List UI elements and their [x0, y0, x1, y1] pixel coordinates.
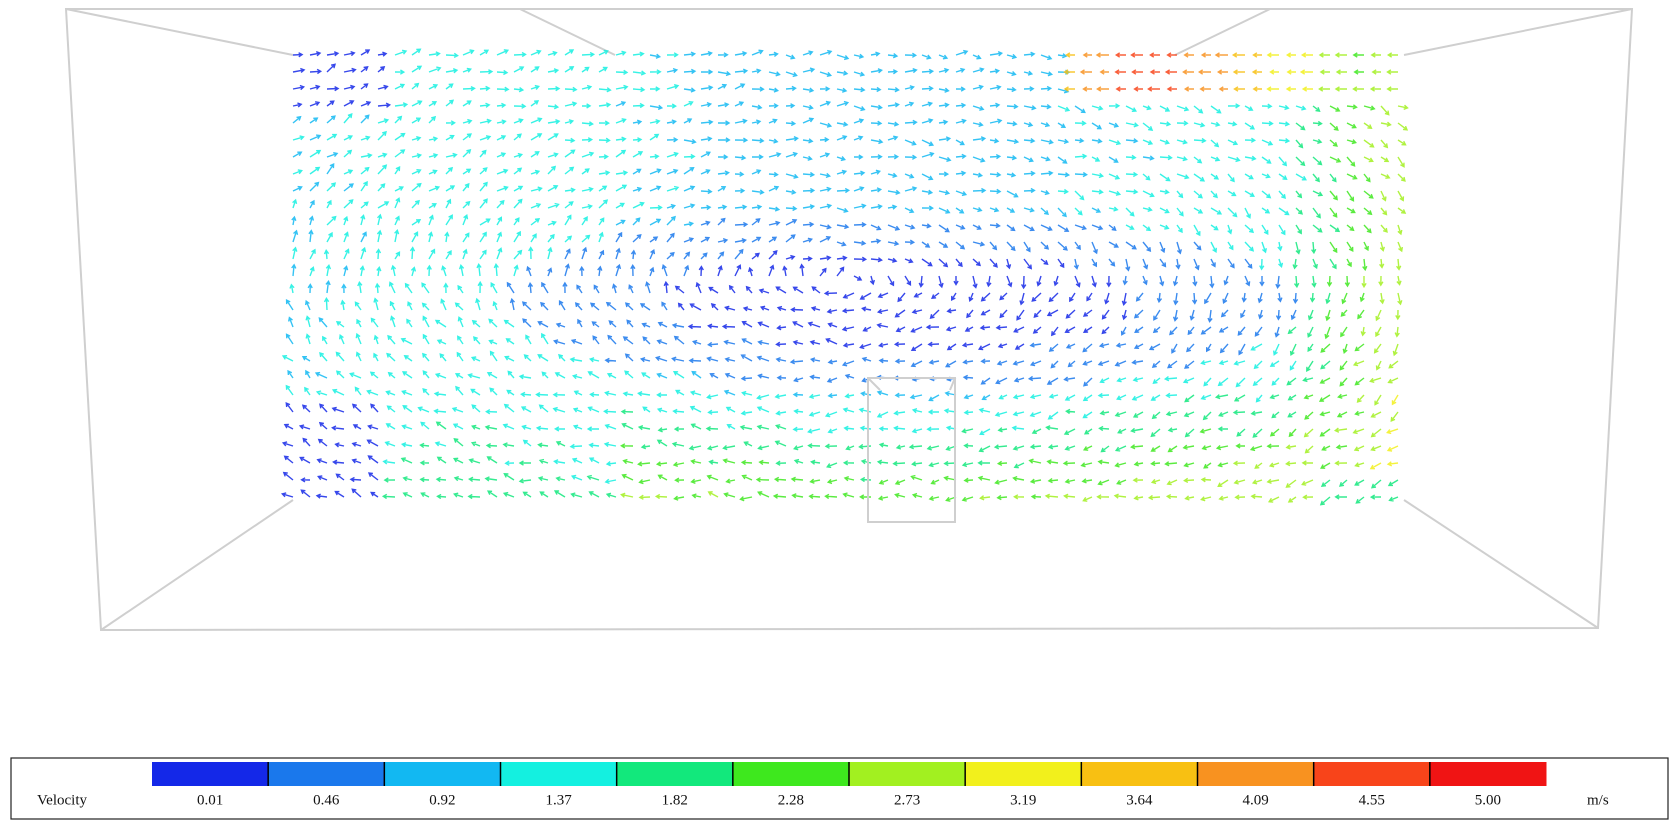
color-swatch [384, 762, 501, 786]
velocity-vectors [287, 50, 1154, 400]
domain-frame [66, 9, 1632, 630]
legend-tick-label: 1.37 [545, 792, 572, 808]
legend-tick-label: 5.00 [1475, 792, 1501, 808]
velocity-vectors [383, 106, 1398, 505]
edge [1175, 9, 1270, 55]
legend-tick-label: 1.82 [662, 792, 688, 808]
legend-tick-label: 0.92 [429, 792, 455, 808]
legend-label: Velocity [37, 792, 87, 808]
edge [1404, 9, 1632, 55]
legend-tick-label: 4.55 [1359, 792, 1385, 808]
color-swatch [268, 762, 385, 786]
color-swatch [1430, 762, 1547, 786]
legend-tick-label: 3.64 [1126, 792, 1153, 808]
color-swatch [965, 762, 1082, 786]
color-swatch [849, 762, 966, 786]
legend-unit: m/s [1587, 792, 1609, 808]
vector-field [282, 49, 1407, 504]
color-swatch [1198, 762, 1315, 786]
edge [1404, 500, 1598, 628]
outer-box [66, 9, 1632, 630]
legend-tick-label: 2.73 [894, 792, 920, 808]
color-swatch [617, 762, 734, 786]
velocity-vectors [1268, 53, 1398, 469]
edge [520, 9, 615, 55]
legend-tick-label: 0.01 [197, 792, 223, 808]
color-swatch [152, 762, 269, 786]
edge [101, 500, 293, 630]
obstacle-box [868, 378, 955, 522]
velocity-vectors [508, 219, 1298, 386]
color-swatch [1081, 762, 1198, 786]
velocity-vectors [1065, 53, 1262, 91]
scene: Velocity m/s 0.01 0.46 0.92 1.37 1.82 2.28 2.7… [0, 0, 1670, 820]
legend-tick-label: 0.46 [313, 792, 340, 808]
color-swatch [733, 762, 850, 786]
legend-tick-label: 2.28 [778, 792, 804, 808]
legend-tick-label: 3.19 [1010, 792, 1036, 808]
edge [868, 378, 880, 390]
legend-tick-label: 4.09 [1242, 792, 1268, 808]
velocity-vectors [1116, 53, 1177, 91]
color-swatch [1314, 762, 1431, 786]
color-swatch [501, 762, 618, 786]
legend: Velocity m/s 0.01 0.46 0.92 1.37 1.82 2.28 2.7… [11, 758, 1668, 819]
edge [66, 9, 293, 55]
